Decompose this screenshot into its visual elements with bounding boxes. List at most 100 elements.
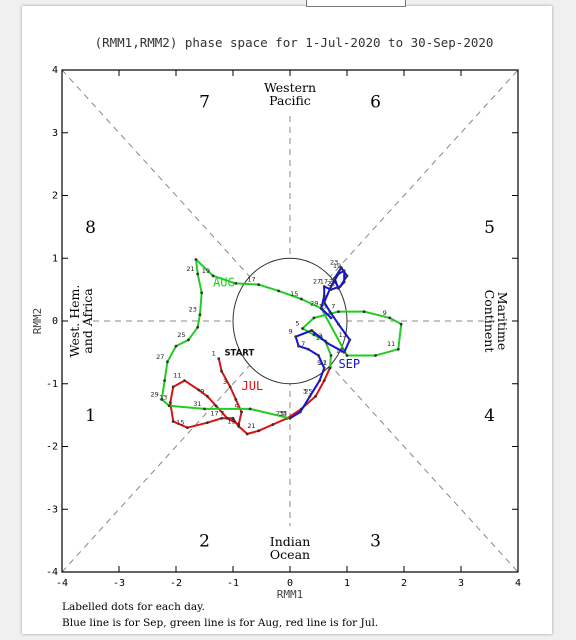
day-dot-aug — [257, 283, 261, 287]
day-label-jul: 23 — [276, 409, 284, 417]
day-dot-aug — [399, 322, 403, 326]
day-dot-jul — [171, 385, 175, 389]
day-dot-sep — [318, 379, 322, 383]
day-label-jul: 15 — [176, 419, 184, 427]
day-label-aug: 7 — [331, 303, 335, 311]
day-dot-jul — [205, 421, 209, 425]
phase-number-6: 6 — [370, 92, 381, 112]
day-dot-sep — [322, 294, 326, 298]
day-dot-jul — [197, 388, 201, 392]
day-dot-sep — [322, 300, 326, 304]
diagonal-line — [61, 69, 519, 573]
day-dot-jul — [171, 420, 175, 423]
day-label-sep: 17 — [320, 277, 328, 285]
day-dot-sep — [297, 344, 300, 348]
region-label-right: Maritime — [495, 292, 510, 351]
day-label-aug: 21 — [186, 265, 194, 273]
day-dot-aug — [312, 333, 316, 337]
day-dot-aug — [301, 327, 304, 330]
day-label-jul: 9 — [200, 387, 204, 395]
day-dot-sep — [329, 285, 333, 288]
day-label-sep: 13 — [339, 331, 347, 339]
day-dot-jul — [220, 416, 224, 420]
day-dot-sep — [337, 286, 340, 290]
y-tick-label: -3 — [46, 504, 58, 515]
day-dot-sep — [333, 276, 336, 280]
day-dot-sep — [306, 347, 310, 351]
day-label-sep: 11 — [316, 334, 324, 342]
day-dot-sep — [328, 310, 332, 313]
footnote-2: Blue line is for Sep, green line is for … — [62, 617, 379, 629]
day-dot-aug — [196, 272, 200, 276]
day-label-jul: 3 — [223, 378, 227, 386]
day-dot-aug — [345, 354, 349, 357]
region-label-top: Pacific — [269, 93, 311, 108]
day-label-sep: 3 — [303, 387, 307, 395]
day-dot-jul — [168, 401, 172, 404]
day-label-jul: 19 — [227, 417, 235, 425]
day-dot-jul — [205, 394, 209, 398]
day-label-jul: 11 — [173, 372, 181, 380]
day-label-sep: 29 — [310, 299, 318, 307]
day-dot-aug — [388, 316, 392, 320]
day-dot-aug — [174, 344, 178, 348]
x-axis-label: RMM1 — [277, 588, 304, 601]
day-dot-aug — [312, 316, 316, 320]
day-dot-sep — [342, 269, 346, 273]
phase-number-3: 3 — [370, 532, 381, 552]
day-dot-aug — [187, 338, 190, 342]
day-label-jul: 17 — [210, 409, 218, 417]
y-axis-label: RMM2 — [31, 308, 44, 335]
diagonal-line — [61, 69, 519, 573]
unit-circle — [232, 257, 348, 385]
day-dot-aug — [248, 407, 252, 411]
day-dot-sep — [325, 341, 329, 345]
x-tick-label: -3 — [113, 578, 125, 589]
series-label-sep: SEP — [338, 357, 360, 371]
day-label-sep: 19 — [333, 262, 341, 270]
region-label-top: Western — [264, 80, 316, 95]
day-dot-jul — [225, 416, 229, 420]
day-label-sep: 21 — [327, 279, 335, 287]
day-dot-jul — [220, 369, 224, 373]
day-label-aug: 27 — [156, 353, 164, 361]
day-dot-jul — [322, 379, 326, 383]
day-dot-jul — [234, 398, 238, 401]
region-label-right: Continent — [482, 290, 497, 353]
day-dot-aug — [328, 366, 332, 370]
day-dot-sep — [348, 338, 352, 342]
day-label-aug: 15 — [290, 290, 298, 298]
day-label-sep: 15 — [319, 303, 327, 311]
day-dot-aug — [300, 297, 303, 301]
day-dot-jul — [186, 426, 189, 430]
day-label-sep: 23 — [330, 259, 338, 267]
chart-title: (RMM1,RMM2) phase space for 1-Jul-2020 t… — [95, 35, 494, 50]
day-label-sep: 25 — [329, 277, 337, 285]
y-tick-label: 4 — [52, 65, 58, 76]
x-tick-label: 1 — [344, 578, 350, 589]
day-dot-sep — [342, 350, 346, 354]
day-label-aug: 25 — [177, 331, 185, 339]
day-label-aug: 5 — [295, 320, 299, 328]
x-tick-label: -2 — [170, 578, 182, 589]
day-dot-aug — [203, 407, 206, 411]
phase-number-2: 2 — [199, 532, 210, 552]
day-dot-sep — [339, 266, 343, 270]
day-dot-sep — [319, 307, 323, 310]
day-dot-sep — [342, 280, 346, 284]
footnote-1: Labelled dots for each day. — [62, 601, 206, 613]
day-dot-aug — [396, 347, 400, 351]
y-tick-label: -1 — [46, 379, 58, 390]
day-dot-sep — [337, 322, 340, 326]
day-dot-sep — [298, 410, 302, 414]
window-tab-edge — [306, 0, 406, 7]
day-dot-aug — [211, 274, 215, 278]
day-dot-jul — [228, 385, 232, 389]
day-label-aug: 1 — [323, 359, 327, 367]
day-dot-sep — [329, 288, 333, 292]
day-dot-sep — [345, 274, 349, 278]
day-label-aug: 3 — [318, 332, 322, 340]
day-dot-aug — [160, 398, 164, 401]
day-label-aug: 31 — [193, 400, 201, 408]
